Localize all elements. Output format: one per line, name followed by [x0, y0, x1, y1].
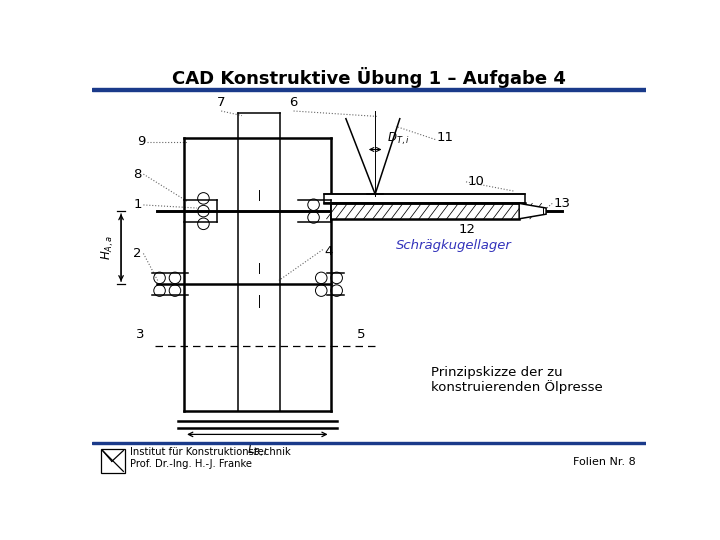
Text: $H_{A,a}$: $H_{A,a}$ [100, 235, 117, 260]
Text: 3: 3 [135, 328, 144, 341]
Polygon shape [519, 204, 546, 219]
Text: 5: 5 [356, 328, 365, 341]
Text: Institut für Konstruktionstechnik: Institut für Konstruktionstechnik [130, 447, 291, 457]
Text: 4: 4 [324, 245, 333, 258]
Text: 8: 8 [133, 167, 142, 181]
Text: 10: 10 [467, 176, 485, 188]
Text: 1: 1 [133, 198, 142, 212]
Text: $L_{B,l}$: $L_{B,l}$ [247, 443, 268, 459]
Text: Folien Nr. 8: Folien Nr. 8 [572, 457, 636, 467]
Text: 6: 6 [289, 97, 298, 110]
Bar [324, 194, 526, 204]
Text: $D_{T,i}$: $D_{T,i}$ [387, 131, 409, 147]
Text: Schrägkugellager: Schrägkugellager [396, 239, 512, 252]
Text: 7: 7 [217, 97, 225, 110]
Text: 13: 13 [554, 197, 571, 210]
Bar [92, 442, 647, 444]
Bar [330, 204, 519, 219]
Text: konstruierenden Ölpresse: konstruierenden Ölpresse [431, 380, 603, 394]
Text: 9: 9 [138, 136, 145, 148]
Bar [101, 449, 125, 473]
Bar [92, 88, 647, 91]
Text: 11: 11 [437, 131, 454, 144]
Text: Prinzipskizze der zu: Prinzipskizze der zu [431, 366, 562, 379]
Text: 12: 12 [459, 223, 475, 236]
Text: Prof. Dr.-Ing. H.-J. Franke: Prof. Dr.-Ing. H.-J. Franke [130, 458, 252, 469]
Text: 2: 2 [133, 247, 142, 260]
Text: CAD Konstruktive Übung 1 – Aufgabe 4: CAD Konstruktive Übung 1 – Aufgabe 4 [172, 66, 566, 87]
